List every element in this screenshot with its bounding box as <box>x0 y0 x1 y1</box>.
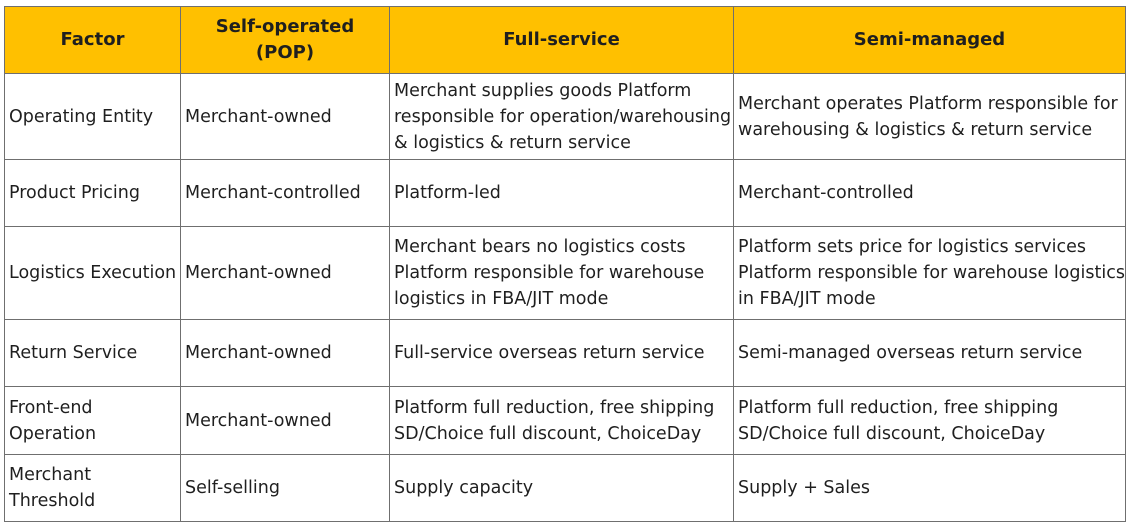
cell-line: Platform sets price for logistics servic… <box>738 237 1087 257</box>
comparison-table: Factor Self-operated (POP) Full-service … <box>4 6 1126 522</box>
cell-line: in FBA/JIT mode <box>738 289 876 309</box>
header-semi-managed: Semi-managed <box>733 6 1126 74</box>
cell-factor: Front-end Operation <box>4 386 181 455</box>
cell-pop: Merchant-owned <box>180 386 390 455</box>
header-factor: Factor <box>4 6 181 74</box>
cell-line: Product Pricing <box>9 183 140 203</box>
table-row: Product Pricing Merchant-controlled Plat… <box>4 159 1126 227</box>
cell-line: Front-end <box>9 397 93 418</box>
cell-line: Self-selling <box>185 478 280 498</box>
cell-line: Return Service <box>9 343 138 363</box>
cell-line: Platform full reduction, free shipping <box>394 397 715 418</box>
table-row: Front-end Operation Merchant-owned Platf… <box>4 386 1126 455</box>
cell-line: Merchant bears no logistics costs <box>394 237 686 257</box>
cell-line: Merchant-owned <box>185 343 332 363</box>
cell-factor: Logistics Execution <box>4 226 181 320</box>
cell-line: responsible for operation/warehousing <box>394 106 732 127</box>
cell-line: Platform responsible for warehouse logis… <box>738 263 1125 283</box>
cell-pop: Merchant-owned <box>180 319 390 387</box>
cell-line: Merchant-owned <box>185 106 332 127</box>
cell-line: SD/Choice full discount, ChoiceDay <box>738 423 1046 444</box>
cell-full: Platform full reduction, free shipping S… <box>389 386 734 455</box>
cell-full: Platform-led <box>389 159 734 227</box>
cell-line: warehousing & logistics & return service <box>738 119 1093 140</box>
table-row: Return Service Merchant-owned Full-servi… <box>4 319 1126 387</box>
cell-line: Merchant operates Platform responsible f… <box>738 93 1118 114</box>
table-row: Merchant Threshold Self-selling Supply c… <box>4 454 1126 522</box>
cell-pop: Self-selling <box>180 454 390 522</box>
header-row: Factor Self-operated (POP) Full-service … <box>4 6 1126 74</box>
header-full-service: Full-service <box>389 6 734 74</box>
cell-line: Platform responsible for warehouse <box>394 263 705 283</box>
cell-line: Operation <box>9 423 97 444</box>
cell-line: Merchant-owned <box>185 263 332 283</box>
cell-line: Threshold <box>9 491 96 511</box>
cell-line: Operating Entity <box>9 106 154 127</box>
cell-semi: Merchant-controlled <box>733 159 1126 227</box>
cell-line: Full-service overseas return service <box>394 343 705 363</box>
cell-full: Full-service overseas return service <box>389 319 734 387</box>
table-row: Operating Entity Merchant-owned Merchant… <box>4 73 1126 160</box>
cell-line: Logistics Execution <box>9 263 177 283</box>
cell-line: Merchant <box>9 465 92 485</box>
cell-full: Merchant supplies goods Platform respons… <box>389 73 734 160</box>
cell-line: Platform-led <box>394 183 501 203</box>
cell-semi: Platform sets price for logistics servic… <box>733 226 1126 320</box>
cell-line: Platform full reduction, free shipping <box>738 397 1059 418</box>
cell-line: Merchant-controlled <box>738 183 914 203</box>
cell-semi: Merchant operates Platform responsible f… <box>733 73 1126 160</box>
cell-pop: Merchant-owned <box>180 226 390 320</box>
cell-line: Supply + Sales <box>738 478 871 498</box>
cell-line: Supply capacity <box>394 478 534 498</box>
table-row: Logistics Execution Merchant-owned Merch… <box>4 226 1126 320</box>
cell-semi: Platform full reduction, free shipping S… <box>733 386 1126 455</box>
cell-line: SD/Choice full discount, ChoiceDay <box>394 423 702 444</box>
cell-full: Supply capacity <box>389 454 734 522</box>
cell-line: & logistics & return service <box>394 132 631 153</box>
cell-line: logistics in FBA/JIT mode <box>394 289 609 309</box>
cell-semi: Supply + Sales <box>733 454 1126 522</box>
cell-full: Merchant bears no logistics costs Platfo… <box>389 226 734 320</box>
cell-factor: Product Pricing <box>4 159 181 227</box>
header-self-operated: Self-operated (POP) <box>180 6 390 74</box>
cell-line: Semi-managed overseas return service <box>738 343 1083 363</box>
cell-factor: Operating Entity <box>4 73 181 160</box>
cell-pop: Merchant-controlled <box>180 159 390 227</box>
cell-factor: Return Service <box>4 319 181 387</box>
cell-semi: Semi-managed overseas return service <box>733 319 1126 387</box>
cell-line: Merchant-controlled <box>185 183 361 203</box>
cell-factor: Merchant Threshold <box>4 454 181 522</box>
cell-line: Merchant-owned <box>185 410 332 431</box>
cell-pop: Merchant-owned <box>180 73 390 160</box>
cell-line: Merchant supplies goods Platform <box>394 80 692 101</box>
